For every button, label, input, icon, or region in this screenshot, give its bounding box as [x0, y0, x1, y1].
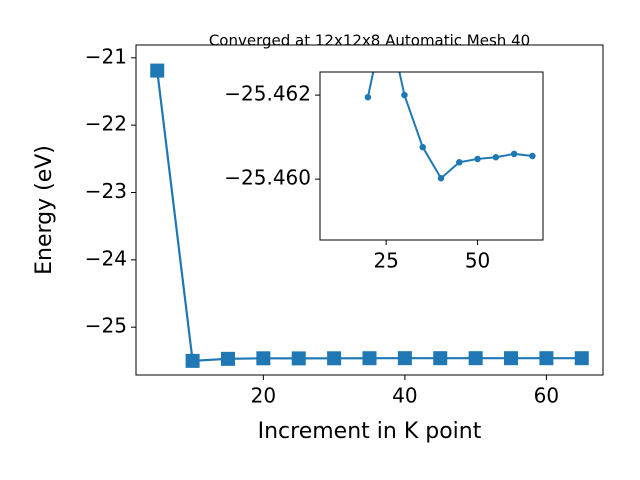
y-tick-label: −23 [85, 179, 127, 203]
marker [468, 351, 483, 366]
marker [256, 351, 271, 366]
x-tick-label: 20 [251, 384, 276, 408]
marker [362, 351, 377, 366]
marker [574, 351, 589, 366]
marker [504, 351, 519, 366]
x-tick-label: 50 [465, 249, 490, 273]
marker [529, 152, 536, 160]
marker [437, 175, 445, 182]
plot-content [150, 63, 589, 368]
marker [291, 351, 306, 366]
marker [510, 150, 518, 158]
marker [456, 159, 463, 166]
marker [419, 143, 426, 151]
marker [474, 155, 481, 163]
marker [539, 351, 554, 366]
series-line [366, 72, 533, 180]
axes-frame [319, 71, 544, 241]
plot-area [320, 72, 543, 240]
y-tick-label: −25.462 [224, 82, 311, 106]
y-tick-label: −25 [85, 314, 127, 338]
y-tick-label: −21 [85, 44, 127, 68]
y-tick-label: −22 [85, 112, 127, 136]
axes-frame [135, 44, 604, 376]
x-tick-label: 40 [392, 384, 417, 408]
chart-title: Converged at 12x12x8 Automatic Mesh 40 [209, 32, 530, 50]
x-tick-label: 60 [534, 384, 559, 408]
marker [220, 351, 235, 366]
marker [327, 351, 342, 366]
y-tick-label: −25.460 [224, 166, 311, 190]
x-axis-label: Increment in K point [258, 419, 482, 444]
marker [185, 353, 200, 368]
y-tick-label: −24 [85, 246, 127, 270]
marker [397, 351, 412, 366]
marker [433, 351, 448, 366]
marker [364, 93, 372, 101]
x-tick-label: 25 [373, 249, 398, 273]
plot-content [364, 72, 536, 182]
marker [150, 63, 165, 78]
marker [492, 154, 500, 161]
y-axis-label: Energy (eV) [32, 145, 57, 275]
marker [401, 91, 408, 99]
